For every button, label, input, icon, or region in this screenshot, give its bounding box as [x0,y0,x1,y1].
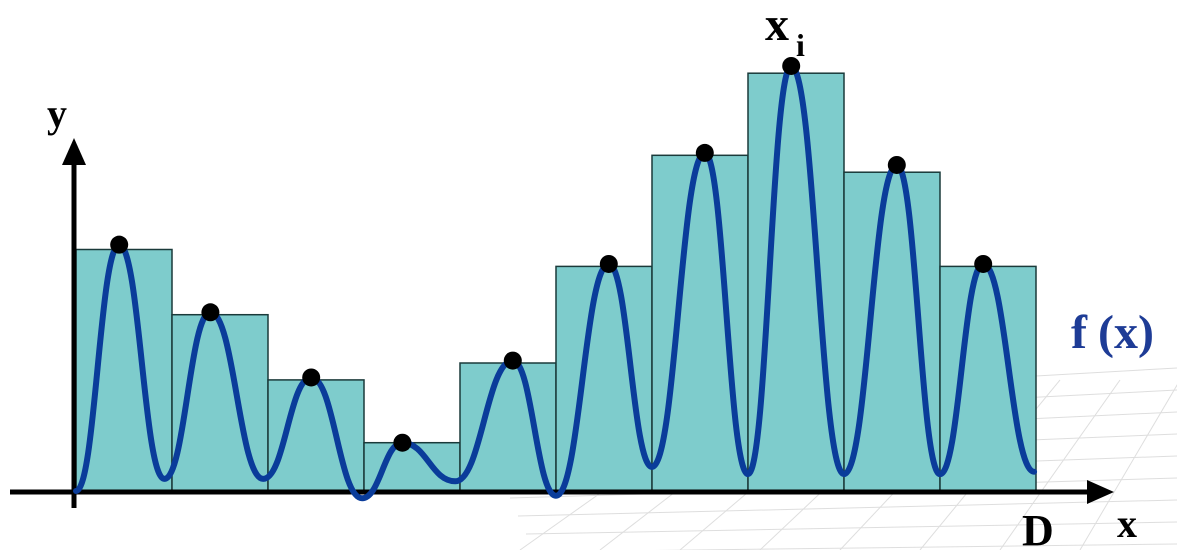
sample-point [695,143,714,162]
sample-point [887,155,906,174]
sample-point-label-base: x [765,0,789,51]
x-axis-label: x [1117,501,1137,546]
floor-grid-line [525,521,1177,535]
bars-group [75,72,1037,492]
sample-point [110,235,129,254]
sample-point [503,351,522,370]
sample-points [110,56,993,452]
sample-point [302,368,321,387]
sample-point-label-sub: i [796,27,805,63]
function-label-arg: (x) [1098,306,1154,359]
x-axis-arrow-icon [1087,480,1114,504]
floor-grid-line [654,543,1177,550]
sample-point [201,303,220,322]
bar [651,154,749,492]
sample-point [974,254,993,273]
sample-point [393,433,412,452]
sample-point [782,56,801,75]
sample-point [599,254,618,273]
function-label: f (x) [1071,306,1154,359]
floor-grid-line [1079,384,1177,550]
sample-point-label: x i [765,0,805,63]
domain-end-label: D [1022,506,1054,550]
y-axis-arrow-icon [62,138,86,165]
function-label-name: f [1071,306,1088,359]
function-curve [73,63,1038,502]
bar [939,265,1037,492]
floor-grid-line [999,379,1121,550]
floor-grid-line [517,499,1177,517]
y-axis-label: y [47,91,67,136]
